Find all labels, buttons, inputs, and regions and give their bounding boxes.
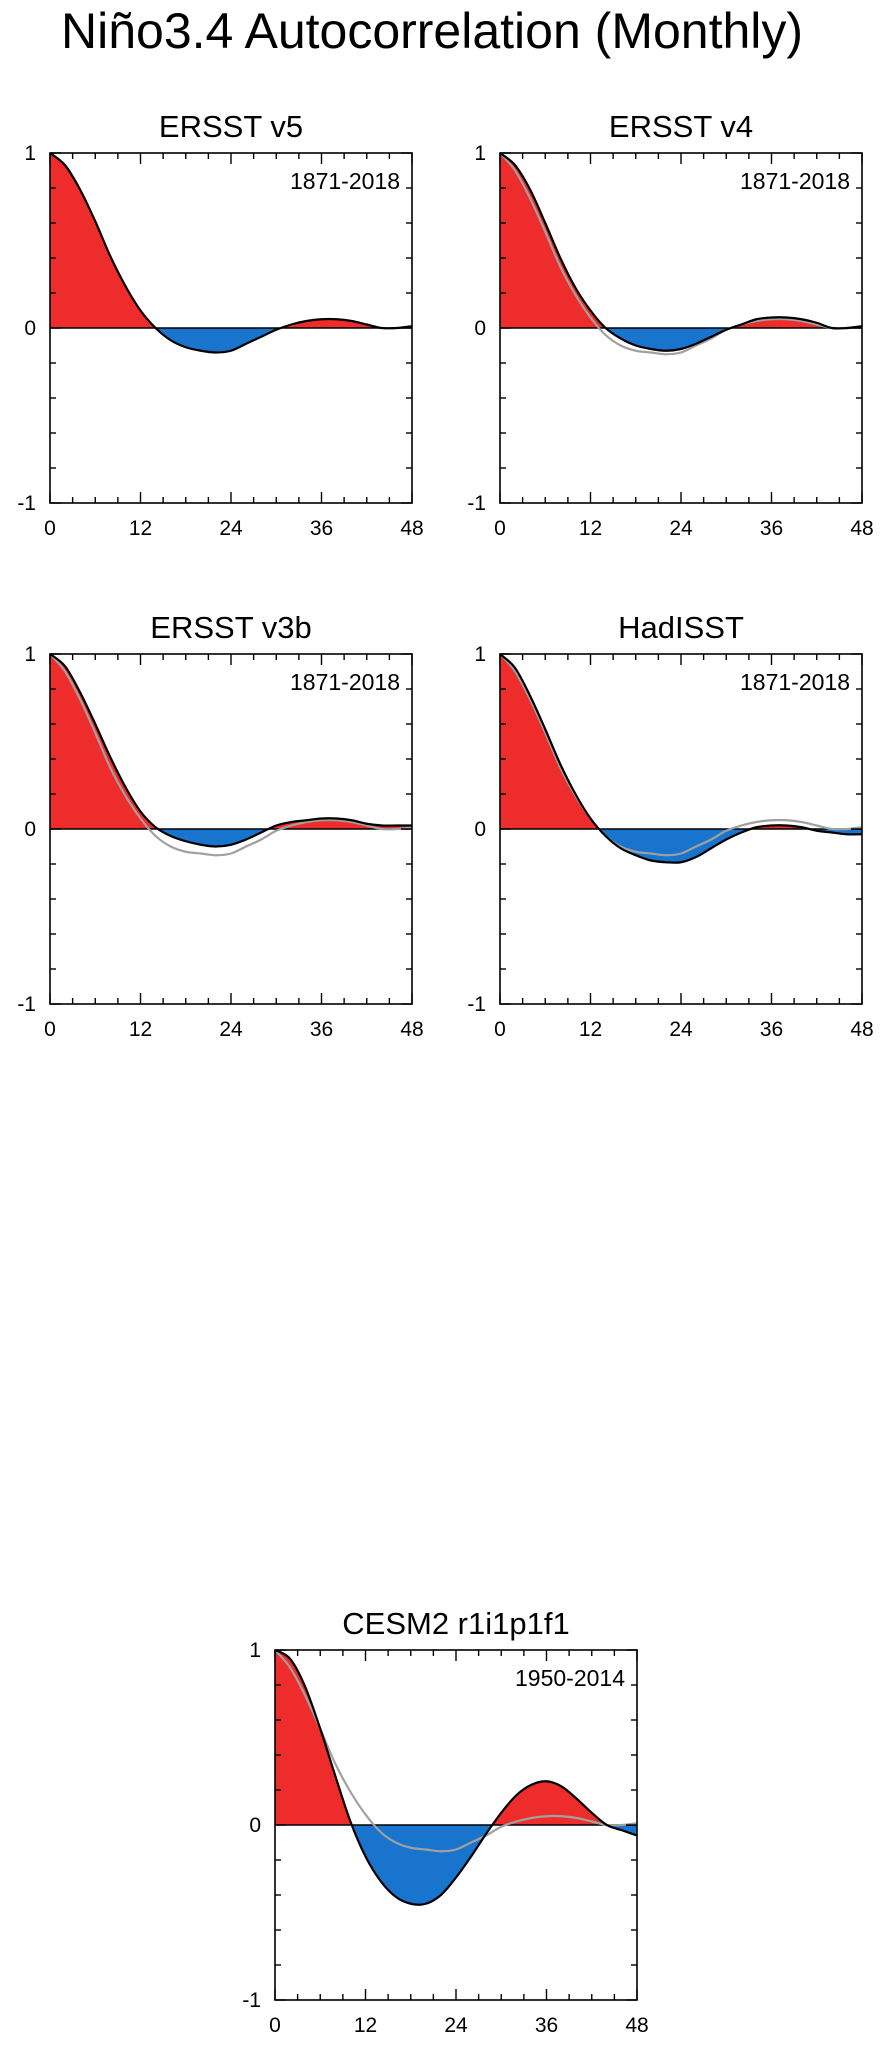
y-tick-label: 1 [24, 142, 36, 165]
y-tick-label: 0 [474, 317, 486, 340]
positive-area [50, 654, 412, 829]
x-tick-label: 12 [129, 517, 152, 540]
negative-area [500, 328, 862, 351]
x-tick-label: 0 [494, 517, 506, 540]
panel-title: CESM2 r1i1p1f1 [342, 1606, 569, 1641]
reference-series-line [50, 654, 412, 857]
x-tick-label: 48 [850, 1018, 873, 1041]
reference-series-line [275, 1650, 637, 1853]
x-tick-label: 12 [354, 2014, 377, 2037]
y-tick-label: -1 [467, 492, 486, 515]
y-tick-label: 1 [24, 643, 36, 666]
chart-panel: ERSST v4 0 12 24 36 48 -1 0 1 1871-2018 [467, 109, 873, 540]
panel-title: ERSST v3b [150, 610, 311, 645]
x-tick-label: 0 [44, 517, 56, 540]
x-tick-label: 24 [219, 1018, 243, 1041]
positive-area [500, 153, 862, 328]
x-tick-label: 36 [310, 517, 333, 540]
panel-title: HadISST [618, 610, 744, 645]
y-tick-label: 0 [24, 818, 36, 841]
negative-area [275, 1825, 637, 1905]
x-tick-label: 36 [310, 1018, 333, 1041]
main-series-line [500, 654, 862, 864]
x-tick-label: 36 [760, 1018, 783, 1041]
positive-area [500, 654, 862, 829]
main-series-line [500, 153, 862, 352]
period-label: 1950-2014 [515, 1665, 625, 1691]
x-tick-label: 48 [850, 517, 873, 540]
y-tick-label: -1 [242, 1989, 261, 2012]
x-tick-label: 48 [400, 1018, 423, 1041]
x-tick-label: 36 [760, 517, 783, 540]
negative-area [500, 829, 862, 863]
y-tick-label: 0 [24, 317, 36, 340]
chart-panel: ERSST v5 0 12 24 36 48 -1 0 1 1871-2018 [17, 109, 423, 540]
main-series-line [50, 654, 412, 848]
period-label: 1871-2018 [740, 669, 850, 695]
x-tick-label: 24 [219, 517, 243, 540]
x-tick-label: 0 [269, 2014, 281, 2037]
reference-series-line [500, 153, 862, 356]
y-tick-label: -1 [17, 993, 36, 1016]
x-tick-label: 24 [669, 517, 693, 540]
x-tick-label: 0 [44, 1018, 56, 1041]
chart-panel: CESM2 r1i1p1f1 0 12 24 36 48 -1 0 1 1950-2014 [242, 1606, 648, 2037]
x-tick-label: 12 [579, 517, 602, 540]
x-tick-label: 12 [129, 1018, 152, 1041]
main-series-line [275, 1650, 637, 1906]
y-tick-label: 0 [474, 818, 486, 841]
panel-title: ERSST v4 [609, 109, 753, 144]
y-tick-label: 0 [249, 1814, 261, 1837]
x-tick-label: 36 [535, 2014, 558, 2037]
x-tick-label: 24 [669, 1018, 693, 1041]
y-tick-label: 1 [474, 643, 486, 666]
y-tick-label: -1 [467, 993, 486, 1016]
negative-area [50, 829, 412, 847]
positive-area [50, 153, 412, 328]
x-tick-label: 48 [625, 2014, 648, 2037]
main-series-line [50, 153, 412, 354]
negative-area [50, 328, 412, 353]
period-label: 1871-2018 [740, 168, 850, 194]
chart-panel: HadISST 0 12 24 36 48 -1 0 1 1871-2018 [467, 610, 873, 1041]
x-tick-label: 24 [444, 2014, 468, 2037]
figure-title: Niño3.4 Autocorrelation (Monthly) [61, 3, 804, 59]
period-label: 1871-2018 [290, 168, 400, 194]
x-tick-label: 48 [400, 517, 423, 540]
chart-panel: ERSST v3b 0 12 24 36 48 -1 0 1 1871-2018 [17, 610, 423, 1041]
period-label: 1871-2018 [290, 669, 400, 695]
y-tick-label: -1 [17, 492, 36, 515]
x-tick-label: 12 [579, 1018, 602, 1041]
y-tick-label: 1 [474, 142, 486, 165]
reference-series-line [500, 654, 862, 857]
x-tick-label: 0 [494, 1018, 506, 1041]
panel-title: ERSST v5 [159, 109, 303, 144]
y-tick-label: 1 [249, 1639, 261, 1662]
